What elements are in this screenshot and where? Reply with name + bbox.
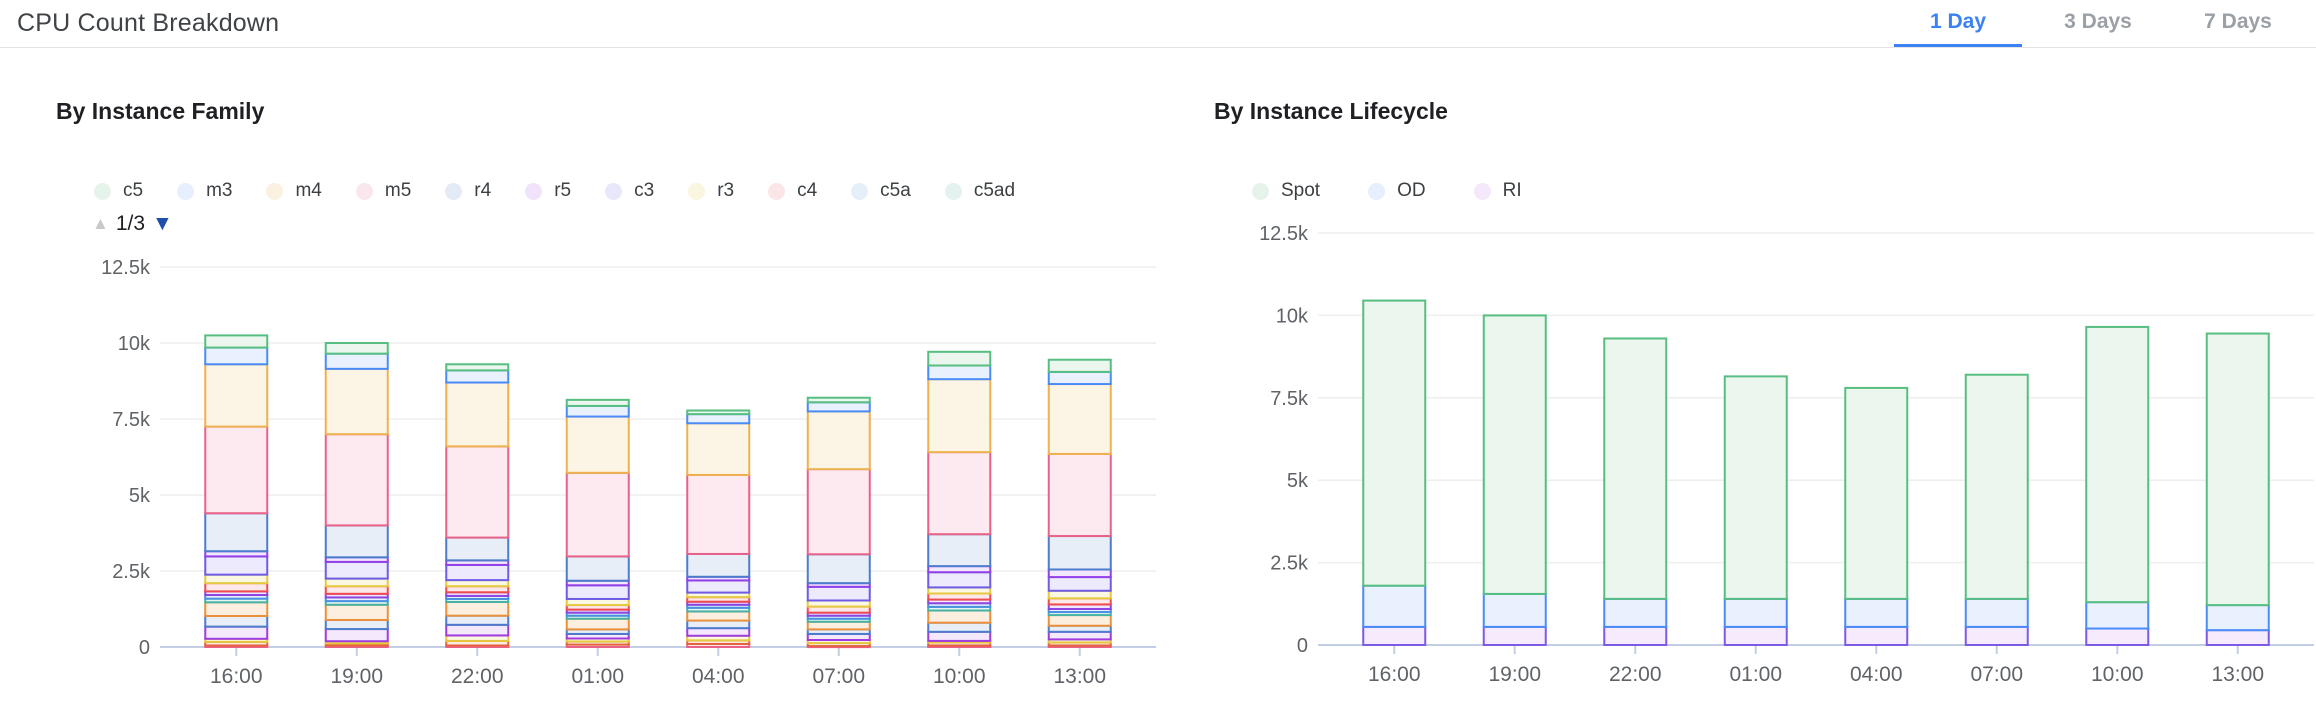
legend-label: c5ad: [973, 180, 1016, 201]
svg-text:7.5k: 7.5k: [1270, 388, 1309, 410]
legend-item-spot[interactable]: Spot: [1252, 180, 1320, 202]
svg-text:10:00: 10:00: [2091, 663, 2144, 686]
instance-lifecycle-heading: By Instance Lifecycle: [1214, 98, 1448, 124]
legend-swatch-icon: [266, 182, 284, 200]
legend-item-r3[interactable]: r3: [688, 180, 734, 202]
legend-label: c4: [797, 180, 818, 201]
svg-text:19:00: 19:00: [1488, 663, 1541, 686]
instance-family-heading: By Instance Family: [56, 98, 265, 124]
legend-swatch-icon: [525, 182, 543, 200]
tab-3-days[interactable]: 3 Days: [2064, 10, 2132, 33]
instance-family-legend: c5 m3 m4 m5 r4 r5 c3 r3 c4 c5a c5ad: [94, 177, 1138, 205]
instance-family-chart: 0 2.5k 5k 7.5k 10k 12.5k 16:00 19:00 22:00 01:00 0…: [56, 243, 1156, 713]
svg-text:13:00: 13:00: [1053, 665, 1106, 688]
legend-label: r3: [717, 180, 735, 201]
tab-7-days[interactable]: 7 Days: [2204, 10, 2272, 33]
svg-text:12.5k: 12.5k: [1259, 223, 1309, 245]
legend-label: m4: [295, 180, 322, 201]
svg-text:19:00: 19:00: [330, 665, 383, 688]
legend-pagination: ▲ 1/3 ▼: [92, 209, 1138, 239]
legend-item-r5[interactable]: r5: [525, 180, 571, 202]
legend-page-indicator: 1/3: [115, 212, 146, 235]
legend-item-c5a[interactable]: c5a: [851, 180, 911, 202]
legend-label: OD: [1397, 180, 1426, 201]
svg-text:22:00: 22:00: [1609, 663, 1662, 686]
instance-lifecycle-legend: Spot OD RI: [1252, 177, 2296, 205]
legend-label: r5: [554, 180, 572, 201]
instance-lifecycle-chart: 0 2.5k 5k 7.5k 10k 12.5k 16:00 19:00 22:00 01:00 0…: [1214, 211, 2314, 711]
svg-text:07:00: 07:00: [812, 665, 865, 688]
page-title: CPU Count Breakdown: [17, 9, 280, 37]
svg-text:10k: 10k: [1276, 305, 1309, 327]
svg-text:10:00: 10:00: [933, 665, 986, 688]
svg-text:5k: 5k: [1287, 470, 1309, 492]
legend-swatch-icon: [1368, 182, 1386, 200]
legend-label: c5: [123, 180, 144, 201]
instance-family-chart-canvas: 0 2.5k 5k 7.5k 10k 12.5k 16:00 19:00 22:00 01:00 0…: [101, 257, 1156, 688]
legend-swatch-icon: [688, 182, 706, 200]
svg-text:0: 0: [1297, 635, 1308, 657]
svg-text:10k: 10k: [118, 333, 151, 355]
legend-item-m3[interactable]: m3: [177, 180, 232, 202]
panel-instance-family: By Instance Family c5 m3 m4 m5 r4 r5 c3 r3 c4 c5a…: [0, 48, 1158, 713]
legend-label: Spot: [1281, 180, 1321, 201]
svg-text:16:00: 16:00: [210, 665, 263, 688]
charts-row: By Instance Family c5 m3 m4 m5 r4 r5 c3 r3 c4 c5a…: [0, 48, 2316, 713]
svg-text:7.5k: 7.5k: [112, 409, 151, 431]
svg-text:04:00: 04:00: [692, 665, 745, 688]
legend-swatch-icon: [177, 182, 195, 200]
instance-lifecycle-chart-canvas: 0 2.5k 5k 7.5k 10k 12.5k 16:00 19:00 22:00 01:00 0…: [1259, 223, 2314, 686]
time-range-tabs: 1 Day 3 Days 7 Days: [1888, 0, 2316, 47]
legend-swatch-icon: [944, 182, 962, 200]
legend-label: c3: [634, 180, 655, 201]
legend-label: m5: [384, 180, 412, 201]
tab-1-day[interactable]: 1 Day: [1894, 0, 2022, 47]
legend-item-m5[interactable]: m5: [355, 180, 412, 202]
svg-text:5k: 5k: [129, 485, 151, 507]
legend-swatch-icon: [94, 182, 111, 200]
legend-swatch-icon: [605, 182, 623, 200]
legend-swatch-icon: [445, 182, 463, 200]
svg-text:01:00: 01:00: [1729, 663, 1782, 686]
legend-swatch-icon: [1473, 182, 1491, 200]
legend-item-c5ad[interactable]: c5ad: [944, 180, 1016, 202]
legend-item-c3[interactable]: c3: [605, 180, 654, 202]
legend-swatch-icon: [355, 182, 373, 200]
legend-swatch-icon: [1252, 182, 1269, 200]
legend-swatch-icon: [768, 182, 786, 200]
legend-swatch-icon: [851, 182, 869, 200]
legend-page-up-icon[interactable]: ▲: [92, 214, 109, 233]
svg-text:07:00: 07:00: [1970, 663, 2023, 686]
svg-text:04:00: 04:00: [1850, 663, 1903, 686]
legend-label: m3: [206, 180, 233, 201]
svg-text:16:00: 16:00: [1368, 663, 1421, 686]
svg-text:12.5k: 12.5k: [101, 257, 151, 279]
svg-text:13:00: 13:00: [2211, 663, 2264, 686]
legend-label: c5a: [880, 180, 911, 201]
legend-label: RI: [1502, 180, 1522, 201]
legend-page-down-icon[interactable]: ▼: [152, 212, 173, 235]
panel-instance-lifecycle: By Instance Lifecycle Spot OD RI 0 2.5k 5k 7.…: [1158, 48, 2316, 713]
legend-item-c4[interactable]: c4: [768, 180, 817, 202]
legend-label: r4: [474, 180, 492, 201]
svg-text:01:00: 01:00: [571, 665, 624, 688]
legend-item-r4[interactable]: r4: [445, 180, 491, 202]
svg-text:22:00: 22:00: [451, 665, 504, 688]
legend-item-od[interactable]: OD: [1368, 180, 1426, 202]
legend-item-m4[interactable]: m4: [266, 180, 322, 202]
svg-text:2.5k: 2.5k: [1270, 553, 1309, 575]
legend-item-ri[interactable]: RI: [1473, 180, 1522, 202]
svg-text:2.5k: 2.5k: [112, 561, 151, 583]
legend-item-c5[interactable]: c5: [94, 180, 143, 202]
page-header: CPU Count Breakdown 1 Day 3 Days 7 Days: [0, 0, 2316, 48]
svg-text:0: 0: [139, 637, 150, 659]
